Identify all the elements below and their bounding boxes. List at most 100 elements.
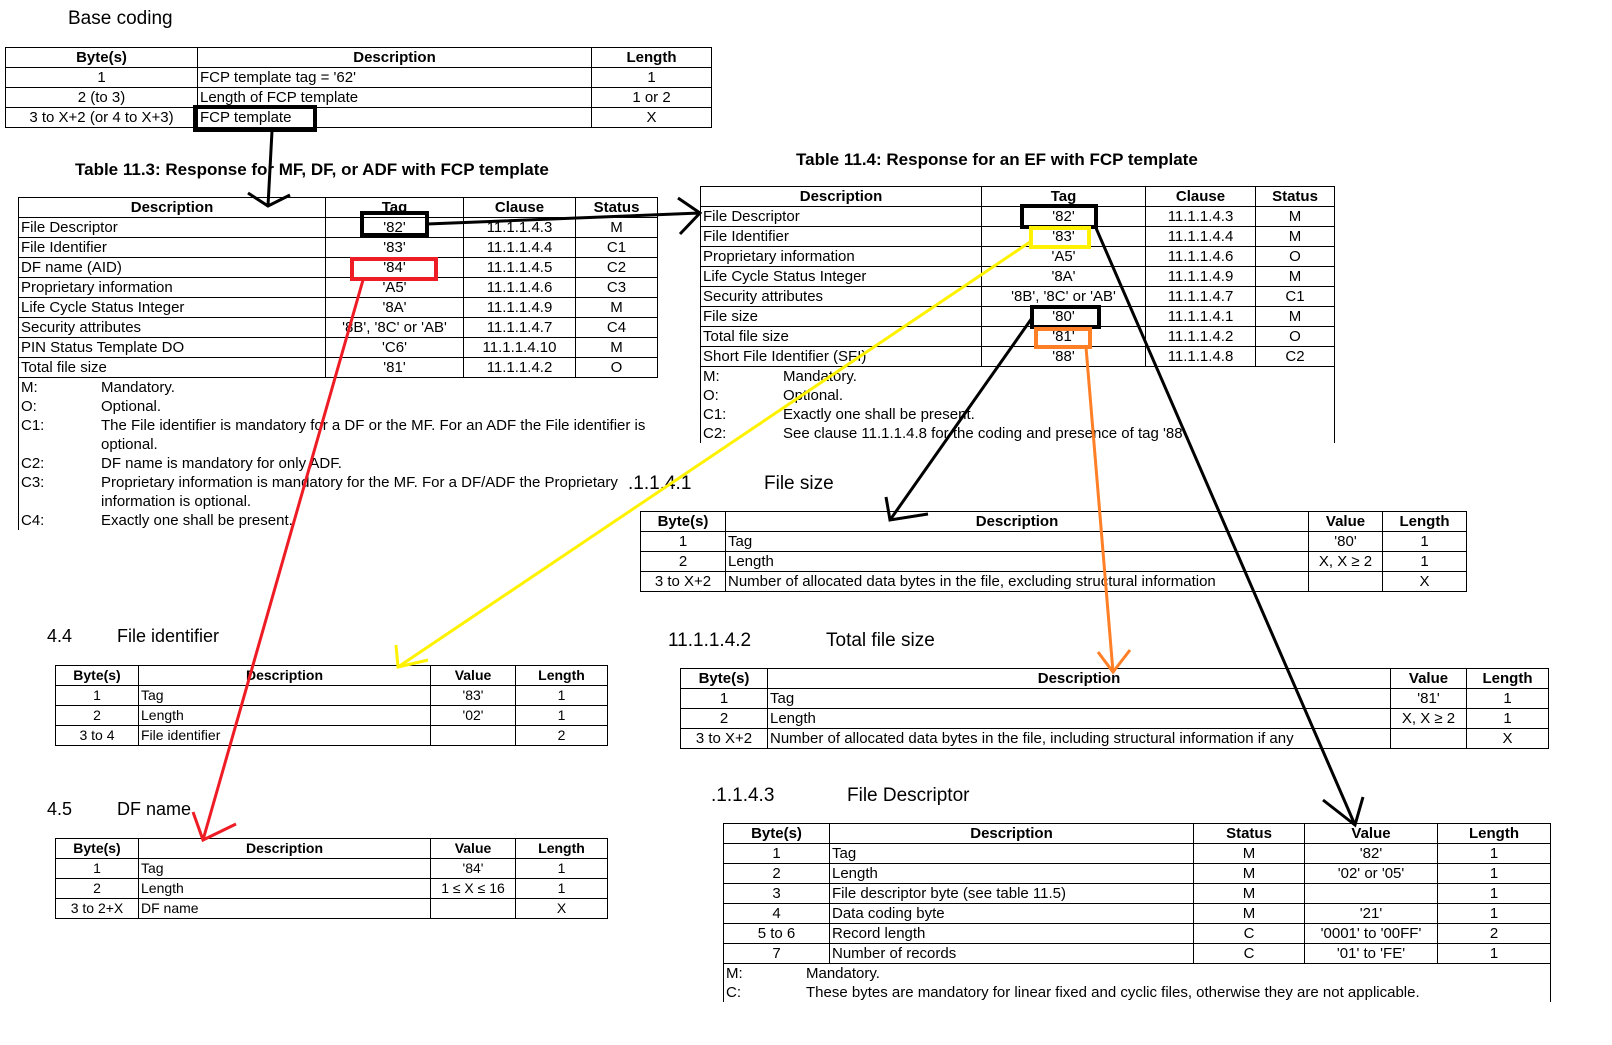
table-row: Security attributes '8B', '8C' or 'AB' 11.…	[18, 317, 658, 338]
table-cell: '83'	[325, 237, 464, 258]
column-header: Value	[1390, 668, 1467, 689]
table-cell: 3 to 4	[55, 725, 139, 746]
table-cell: M	[1255, 206, 1335, 227]
table-row: DF name (AID) '84' 11.1.1.4.5 C2	[18, 257, 658, 278]
table-cell: 2	[55, 705, 139, 726]
table-cell: M	[575, 217, 658, 238]
table-cell: X, X ≥ 2	[1308, 551, 1383, 572]
table-cell: 5 to 6	[723, 923, 830, 944]
table-cell: 2	[55, 878, 139, 899]
table-cell: O	[1255, 246, 1335, 267]
table-row: Proprietary information 'A5' 11.1.1.4.6 O	[700, 246, 1335, 267]
header-row: Byte(s) Description Value Length	[55, 665, 608, 686]
table-cell: 1	[723, 843, 830, 864]
table-cell: Data coding byte	[829, 903, 1194, 924]
table-row: 1 Tag '80' 1	[640, 531, 1467, 552]
table-cell: 1	[55, 685, 139, 706]
table-cell: Proprietary information	[700, 246, 982, 267]
table-row: Life Cycle Status Integer '8A' 11.1.1.4.9 M	[700, 266, 1335, 287]
table-cell: '81'	[1390, 688, 1467, 709]
table-cell: Short File Identifier (SFI)	[700, 346, 982, 367]
note: C: These bytes are mandatory for linear f…	[726, 983, 1548, 1002]
table-cell: '84'	[430, 858, 516, 879]
table-cell: 1	[1437, 863, 1551, 884]
table-cell	[430, 898, 516, 919]
column-header: Byte(s)	[55, 665, 139, 686]
filedesc-table: Byte(s) Description Status Value Length 1 Tag M…	[723, 823, 1551, 1002]
table-cell: 11.1.1.4.9	[1145, 266, 1256, 287]
note: C3: Proprietary information is mandatory …	[21, 473, 656, 511]
table-cell: '81'	[325, 357, 464, 378]
table-cell: 11.1.1.4.2	[463, 357, 576, 378]
note: C1: Exactly one shall be present.	[703, 405, 1332, 424]
table-cell: Length	[138, 705, 431, 726]
note-text: These bytes are mandatory for linear fix…	[806, 984, 1420, 1001]
column-header: Description	[829, 823, 1194, 844]
note-text: Exactly one shall be present.	[101, 512, 293, 529]
table-cell: 1	[1437, 883, 1551, 904]
note: O: Optional.	[703, 386, 1332, 405]
note-key: M:	[703, 368, 720, 385]
notes-row: M: Mandatory. O: Optional. C1: The File ident…	[18, 377, 658, 530]
table-cell: C1	[1255, 286, 1335, 307]
table-cell: '88'	[981, 346, 1146, 367]
column-header: Byte(s)	[680, 668, 768, 689]
note-key: C1:	[703, 406, 727, 423]
table-row: Total file size '81' 11.1.1.4.2 O	[18, 357, 658, 378]
table-cell: 11.1.1.4.3	[463, 217, 576, 238]
table-row: 4 Data coding byte M '21' 1	[723, 903, 1551, 924]
column-header: Clause	[1145, 186, 1256, 207]
table-row: Short File Identifier (SFI) '88' 11.1.1.4.…	[700, 346, 1335, 367]
base-coding-title: Base coding	[68, 8, 173, 29]
note-key: C2:	[703, 425, 727, 442]
table-cell: X	[1382, 571, 1467, 592]
table-cell: PIN Status Template DO	[18, 337, 326, 358]
column-header: Length	[515, 665, 608, 686]
table-cell: 2	[640, 551, 726, 572]
file-descriptor-title: File Descriptor	[847, 785, 970, 806]
table-cell: M	[1255, 306, 1335, 327]
table-cell: M	[1193, 843, 1305, 864]
note-key: C2:	[21, 455, 45, 472]
table-cell: '82'	[981, 206, 1146, 227]
table-row: 3 to X+2 Number of allocated data bytes i…	[640, 571, 1467, 592]
table-row: 3 to X+2 Number of allocated data bytes i…	[680, 728, 1549, 749]
table-cell: M	[1255, 226, 1335, 247]
note-key: O:	[703, 387, 719, 404]
table-cell: '8B', '8C' or 'AB'	[981, 286, 1146, 307]
table-cell: 2	[680, 708, 768, 729]
column-header: Length	[515, 838, 608, 859]
table-cell: M	[575, 337, 658, 358]
table-row: File Descriptor '82' 11.1.1.4.3 M	[700, 206, 1335, 227]
table-cell: File Identifier	[18, 237, 326, 258]
table-cell: 11.1.1.4.7	[1145, 286, 1256, 307]
file-identifier-number: 4.4	[47, 626, 73, 646]
note-text: Mandatory.	[806, 965, 880, 982]
table-cell	[1308, 571, 1383, 592]
table-cell: 11.1.1.4.6	[463, 277, 576, 298]
table-cell: FCP template	[197, 107, 592, 128]
note-key: O:	[21, 398, 37, 415]
table-cell: 1 or 2	[591, 87, 712, 108]
table-cell: 1	[515, 685, 608, 706]
table-row: Life Cycle Status Integer '8A' 11.1.1.4.9 M	[18, 297, 658, 318]
table-cell: Total file size	[18, 357, 326, 378]
table-cell: 1	[591, 67, 712, 88]
table-cell: Tag	[725, 531, 1309, 552]
table-cell: C	[1193, 943, 1305, 964]
table-cell: M	[1193, 863, 1305, 884]
table-cell: '82'	[325, 217, 464, 238]
header-row: Description Tag Clause Status	[700, 186, 1335, 207]
note-text: DF name is mandatory for only ADF.	[101, 455, 342, 472]
table-cell: X	[1466, 728, 1549, 749]
table-row: 2 Length M '02' or '05' 1	[723, 863, 1551, 884]
table-cell: 1	[1382, 551, 1467, 572]
df-name-title: DF name	[117, 799, 192, 819]
table-row: 7 Number of records C '01' to 'FE' 1	[723, 943, 1551, 964]
file-identifier-title: File identifier	[117, 626, 220, 646]
table-cell: 11.1.1.4.8	[1145, 346, 1256, 367]
column-header: Length	[1437, 823, 1551, 844]
table-cell: 1	[1437, 943, 1551, 964]
